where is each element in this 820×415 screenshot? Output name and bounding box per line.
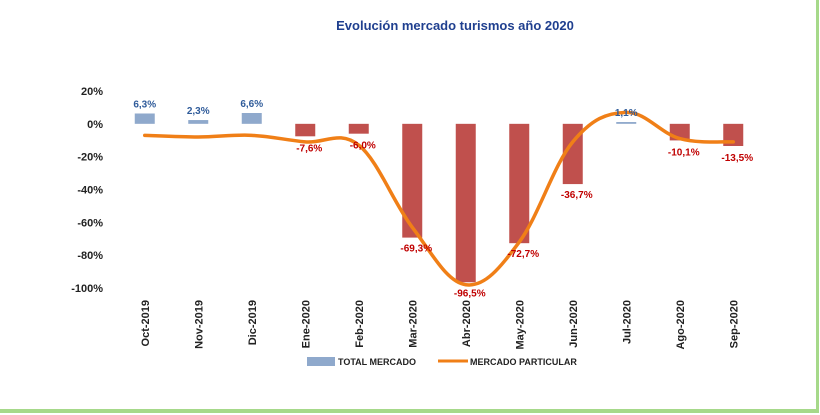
data-label: -13,5%	[721, 153, 753, 164]
bar	[348, 123, 369, 134]
data-label: 1,1%	[615, 108, 638, 119]
x-tick-label: Mar-2020	[407, 300, 419, 348]
data-label: 2,3%	[187, 106, 210, 117]
bar-series	[134, 112, 744, 283]
data-label: 6,6%	[240, 99, 263, 110]
x-tick-label: Feb-2020	[354, 300, 366, 348]
bar	[509, 123, 530, 244]
y-tick-label: -80%	[77, 250, 103, 262]
x-tick-label: Jun-2020	[568, 300, 580, 348]
legend: TOTAL MERCADO MERCADO PARTICULAR	[307, 357, 577, 367]
line-mercado-particular	[143, 110, 735, 287]
bar	[402, 123, 423, 238]
bar	[562, 123, 583, 185]
data-label: -72,7%	[507, 249, 539, 260]
bar	[188, 120, 209, 124]
data-label: -10,1%	[668, 147, 700, 158]
y-axis: 20% 0% -20% -40% -60% -80% -100%	[71, 86, 103, 295]
x-axis: Oct-2019 Nov-2019 Dic-2019 Ene-2020 Feb-2020…	[140, 300, 741, 350]
data-labels: 6,3% 2,3% 6,6% -7,6% -6,0% -69,3% -96,5% -72,7%…	[133, 99, 753, 299]
x-tick-label: Abr-2020	[461, 300, 473, 347]
data-label: -96,5%	[454, 288, 486, 299]
y-tick-label: -20%	[77, 152, 103, 164]
legend-label-total-mercado: TOTAL MERCADO	[338, 357, 416, 367]
x-tick-label: Ago-2020	[675, 300, 687, 350]
y-tick-label: 20%	[81, 86, 103, 98]
y-tick-label: -40%	[77, 185, 103, 197]
chart-title: Evolución mercado turismos año 2020	[336, 18, 574, 33]
x-tick-label: Oct-2019	[140, 300, 152, 346]
x-tick-label: Nov-2019	[193, 300, 205, 349]
x-tick-label: Sep-2020	[728, 300, 740, 348]
data-label: -7,6%	[296, 143, 322, 154]
y-tick-label: -60%	[77, 217, 103, 229]
data-label: -6,0%	[350, 141, 376, 152]
x-tick-label: Jul-2020	[621, 300, 633, 344]
y-tick-label: 0%	[87, 119, 103, 131]
x-tick-label: May-2020	[514, 300, 526, 350]
x-tick-label: Dic-2019	[247, 300, 259, 345]
line-series	[143, 110, 735, 287]
bar	[241, 112, 262, 124]
bar	[616, 122, 637, 124]
bar	[295, 123, 316, 137]
bar	[455, 123, 476, 283]
data-label: 6,3%	[133, 99, 156, 110]
bar	[134, 113, 155, 124]
data-label: -69,3%	[400, 244, 432, 255]
legend-swatch-total-mercado	[307, 357, 335, 366]
data-label: -36,7%	[561, 190, 593, 201]
legend-label-mercado-particular: MERCADO PARTICULAR	[470, 357, 577, 367]
x-tick-label: Ene-2020	[300, 300, 312, 348]
y-tick-label: -100%	[71, 283, 103, 295]
